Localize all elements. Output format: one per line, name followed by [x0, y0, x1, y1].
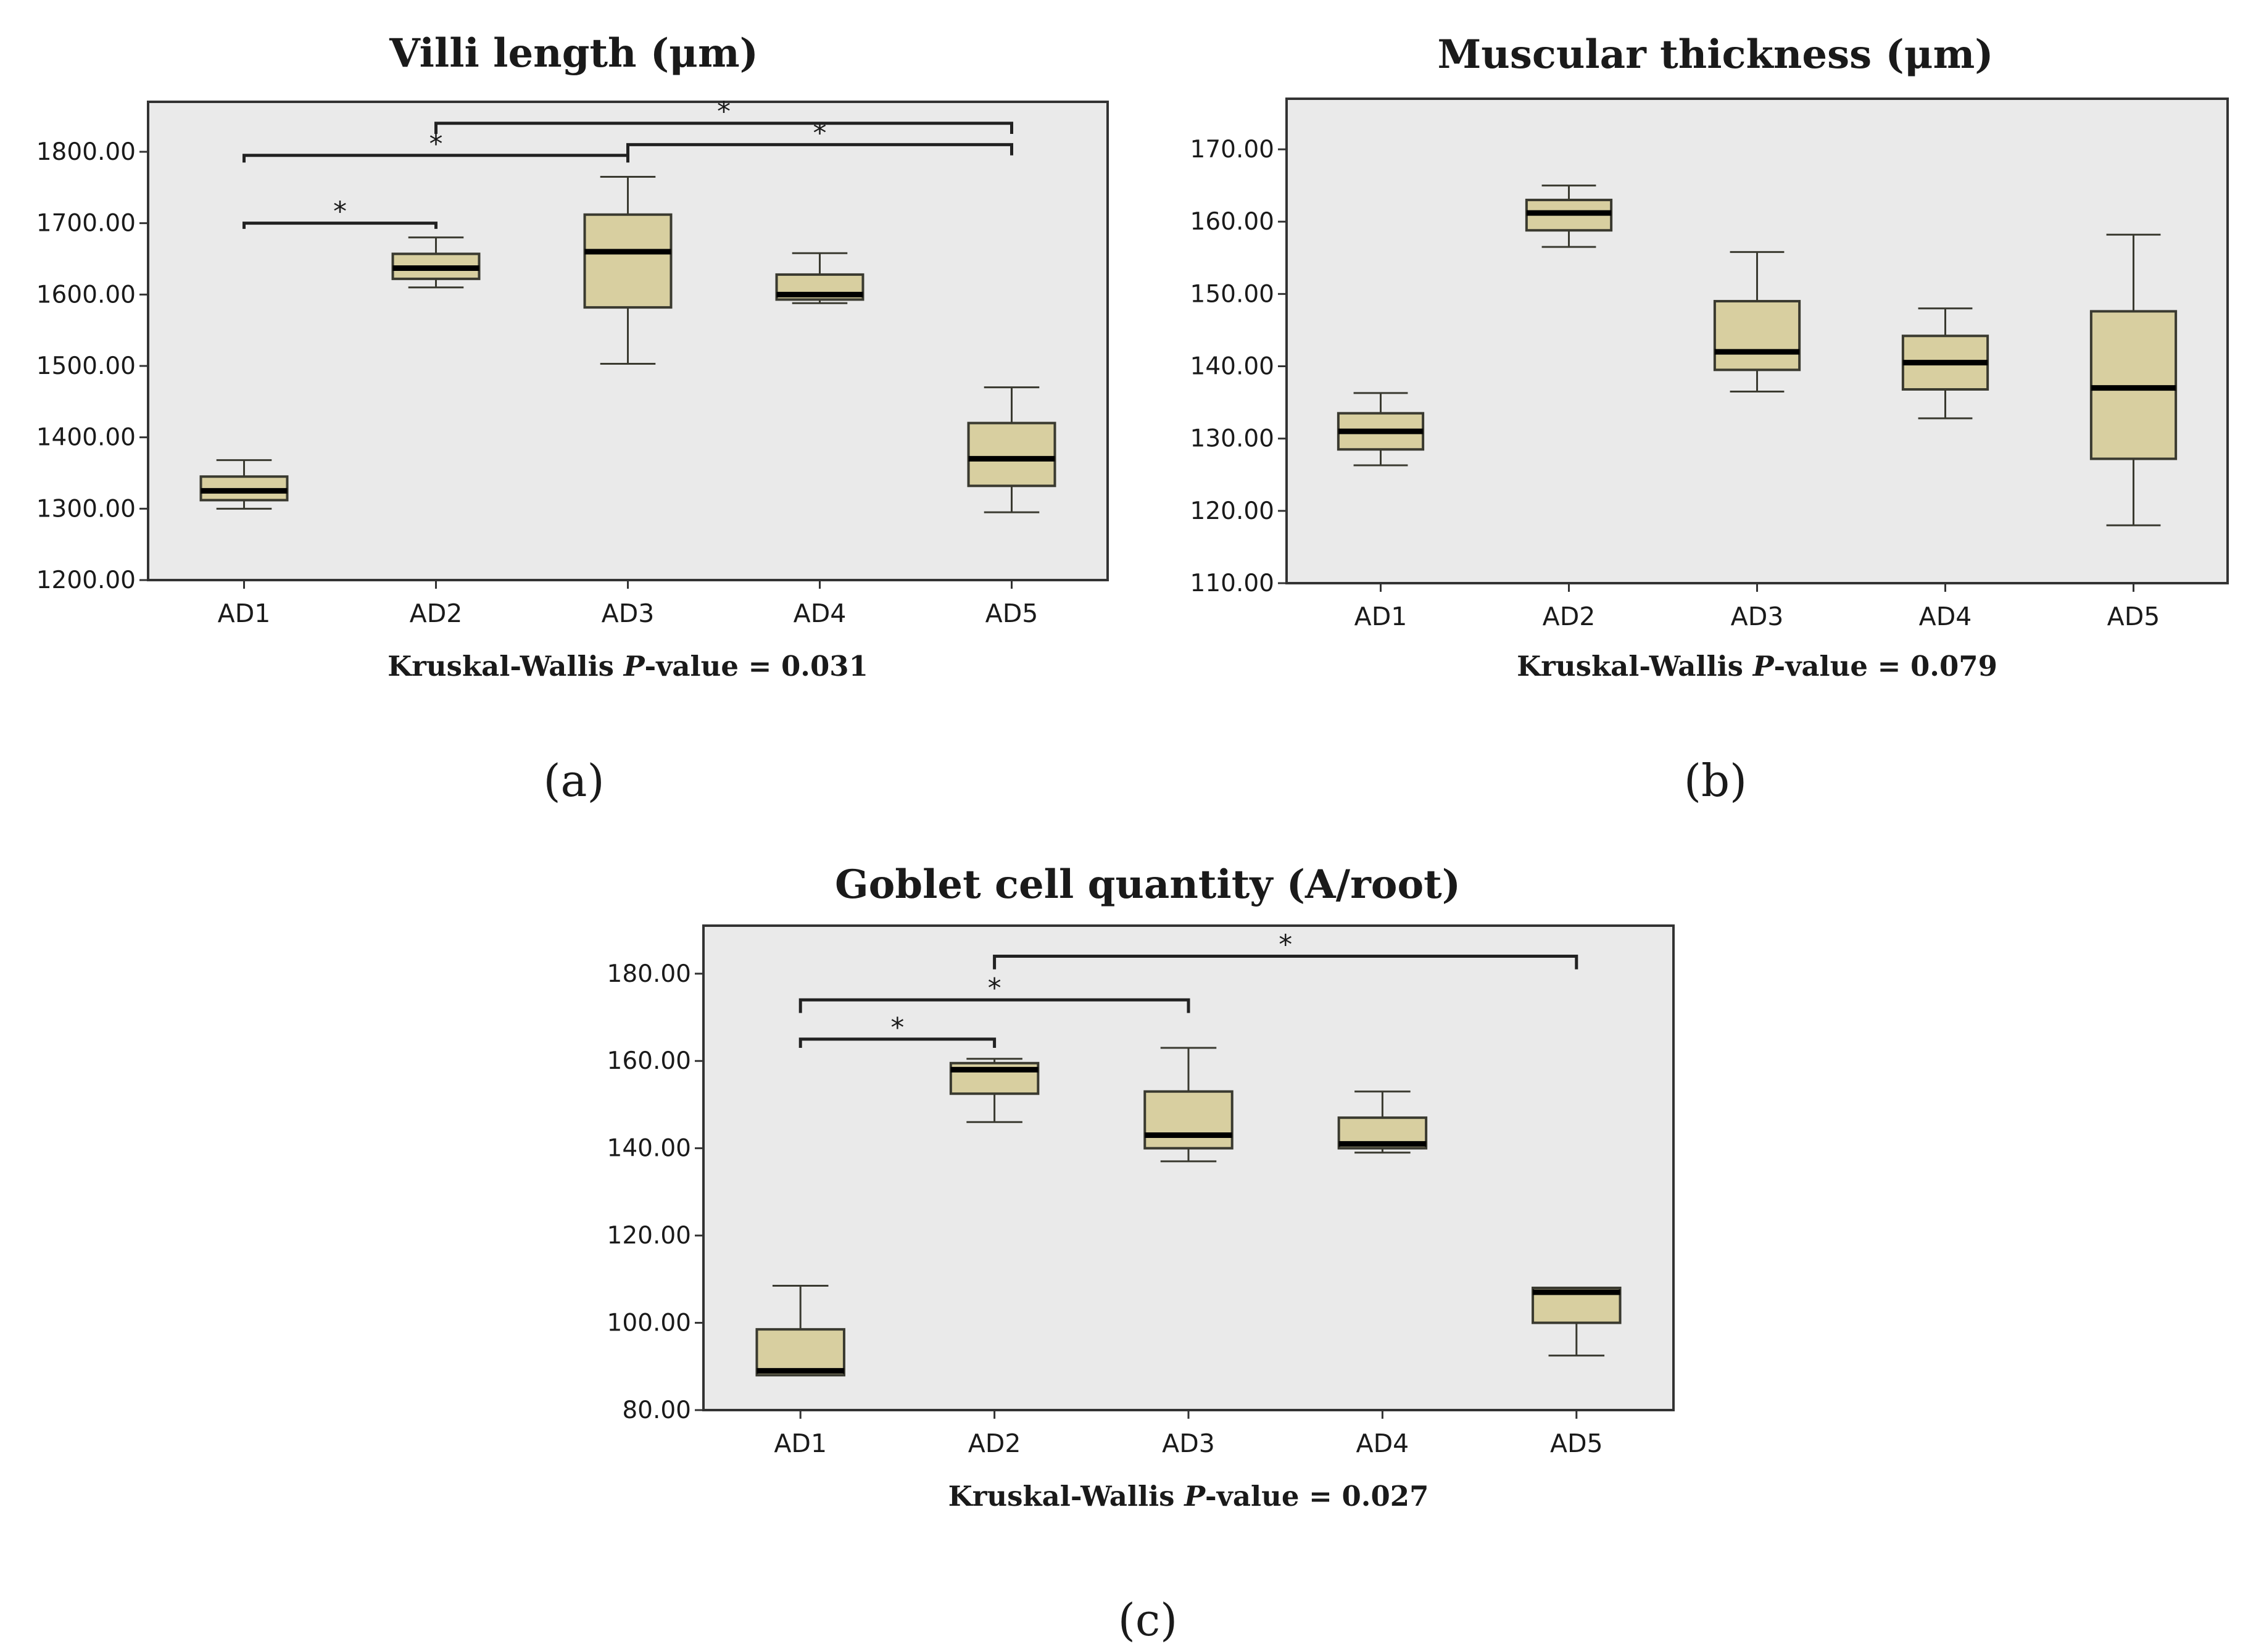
x-tick-label: AD1: [774, 1429, 827, 1458]
x-tick-label: AD3: [602, 599, 655, 628]
x-tick-label: AD1: [1354, 602, 1408, 631]
kruskal-wallis-label: Kruskal-Wallis P-value = 0.027: [948, 1480, 1429, 1513]
bracket-line: [993, 955, 1578, 969]
y-tick-label: 170.00: [1190, 136, 1274, 164]
x-tick-label: AD5: [1550, 1429, 1603, 1458]
chart-panel-1: Villi length (μm) 1200.00 1300.00 1400.00 15…: [36, 30, 1109, 807]
y-tick-label: 160.00: [1190, 208, 1274, 236]
iqr-box: [1143, 1090, 1234, 1150]
significance-bracket: *: [626, 117, 1013, 156]
y-tick-label: 120.00: [1190, 497, 1274, 525]
x-tick-label: AD4: [794, 599, 847, 628]
box-ad4: [1901, 307, 1989, 420]
box-ad5: [2089, 233, 2178, 526]
panel-label: (c): [1118, 1594, 1178, 1646]
y-tick-label: 80.00: [622, 1397, 691, 1424]
panel-label: (b): [1684, 755, 1747, 807]
box-ad2: [1525, 185, 1613, 248]
x-tick-label: AD5: [985, 599, 1039, 628]
y-tick-label: 1500.00: [36, 352, 136, 380]
y-tick-label: 110.00: [1190, 570, 1274, 597]
y-tick-label: 1200.00: [36, 567, 136, 594]
box-ad1: [199, 459, 289, 510]
significance-bracket: *: [993, 929, 1578, 969]
y-tick-label: 180.00: [607, 960, 691, 988]
bracket-line: [243, 222, 437, 229]
box-ad1: [755, 1284, 845, 1377]
bracket-line: [243, 154, 629, 163]
y-tick-label: 1700.00: [36, 210, 136, 238]
chart-panel-2: Muscular thickness (μm) 110.00 120.00 130.0…: [1190, 31, 2229, 807]
y-tick-label: 1400.00: [36, 424, 136, 452]
iqr-box: [755, 1328, 845, 1377]
significance-bracket: *: [243, 128, 629, 163]
x-tick-label: AD3: [1162, 1429, 1215, 1458]
significance-star: *: [988, 973, 1001, 1004]
box-ad5: [967, 386, 1056, 513]
chart-title: Muscular thickness (μm): [1437, 31, 1993, 78]
iqr-box: [1713, 300, 1801, 371]
significance-bracket: *: [798, 1012, 997, 1048]
y-tick-label: 100.00: [607, 1310, 691, 1337]
box-ad4: [1337, 1090, 1428, 1154]
bracket-line: [434, 122, 1013, 135]
chart-panel-3: Goblet cell quantity (A/root) 80.00 100.00…: [607, 861, 1675, 1646]
y-tick-label: 1300.00: [36, 495, 136, 523]
y-tick-label: 160.00: [607, 1047, 691, 1075]
y-tick-label: 130.00: [1190, 425, 1274, 453]
y-tick-label: 120.00: [607, 1222, 691, 1250]
significance-bracket: *: [243, 196, 437, 229]
box-ad3: [583, 175, 673, 365]
iqr-box: [967, 421, 1056, 488]
bracket-line: [798, 998, 1190, 1013]
kruskal-wallis-label: Kruskal-Wallis P-value = 0.031: [388, 650, 868, 683]
bracket-line: [626, 143, 1013, 156]
chart-title: Villi length (μm): [389, 30, 758, 77]
x-tick-label: AD3: [1731, 602, 1784, 631]
box-ad2: [391, 236, 481, 289]
y-tick-label: 140.00: [607, 1135, 691, 1163]
significance-star: *: [333, 196, 347, 228]
box-ad1: [1337, 392, 1425, 467]
y-tick-label: 150.00: [1190, 280, 1274, 308]
y-tick-label: 1800.00: [36, 138, 136, 166]
kruskal-wallis-label: Kruskal-Wallis P-value = 0.079: [1517, 650, 1997, 683]
significance-star: *: [717, 96, 731, 128]
box-ad3: [1713, 251, 1801, 393]
significance-star: *: [813, 117, 827, 149]
significance-bracket: *: [798, 973, 1190, 1013]
iqr-box: [2089, 310, 2178, 460]
x-tick-label: AD4: [1356, 1429, 1409, 1458]
x-tick-label: AD5: [2107, 602, 2160, 631]
significance-star: *: [1279, 929, 1292, 961]
y-tick-label: 1600.00: [36, 281, 136, 309]
x-tick-label: AD4: [1919, 602, 1972, 631]
box-ad3: [1143, 1047, 1234, 1163]
significance-star: *: [429, 128, 443, 160]
chart-title: Goblet cell quantity (A/root): [835, 861, 1461, 908]
bracket-line: [798, 1037, 997, 1048]
iqr-box: [583, 213, 673, 309]
box-ad2: [949, 1058, 1040, 1123]
x-tick-label: AD2: [410, 599, 463, 628]
significance-star: *: [890, 1012, 904, 1044]
panel-label: (a): [543, 755, 604, 807]
x-tick-label: AD1: [218, 599, 271, 628]
significance-bracket: *: [434, 96, 1013, 135]
box-ad5: [1532, 1286, 1622, 1357]
box-ad4: [775, 252, 865, 304]
x-tick-label: AD2: [1543, 602, 1596, 631]
y-tick-label: 140.00: [1190, 353, 1274, 381]
x-tick-label: AD2: [968, 1429, 1021, 1458]
